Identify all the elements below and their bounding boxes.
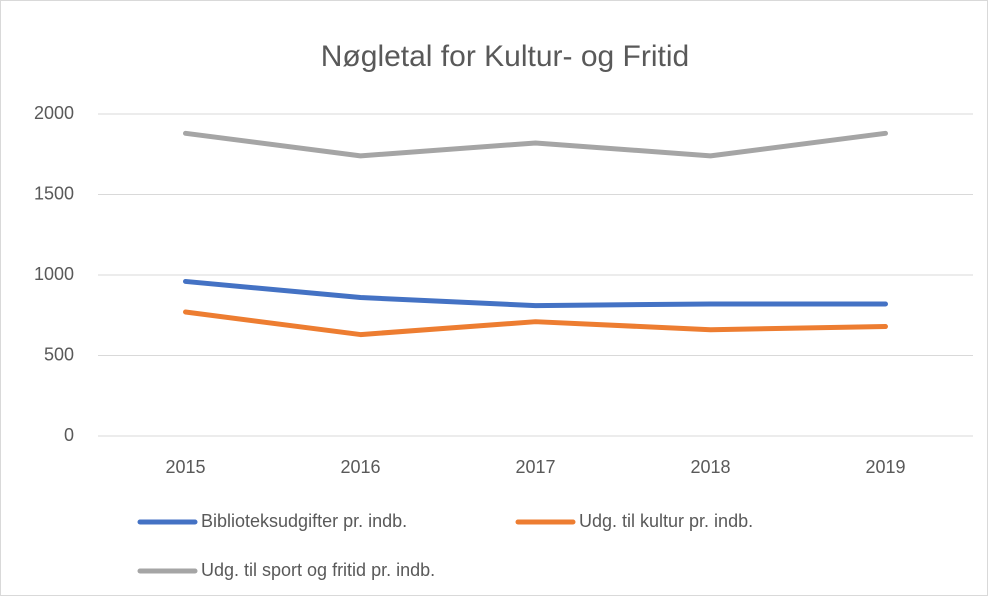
y-tick-label: 1000 — [34, 264, 74, 284]
y-tick-label: 0 — [64, 425, 74, 445]
y-tick-label: 500 — [44, 344, 74, 364]
x-tick-label: 2018 — [690, 457, 730, 477]
legend-label: Biblioteksudgifter pr. indb. — [201, 511, 407, 531]
x-tick-label: 2019 — [865, 457, 905, 477]
y-tick-label: 1500 — [34, 183, 74, 203]
legend-label: Udg. til kultur pr. indb. — [579, 511, 753, 531]
x-tick-label: 2016 — [340, 457, 380, 477]
y-tick-label: 2000 — [34, 103, 74, 123]
x-tick-label: 2015 — [165, 457, 205, 477]
x-tick-label: 2017 — [515, 457, 555, 477]
chart-title: Nøgletal for Kultur- og Fritid — [321, 40, 689, 73]
series-line — [183, 309, 888, 338]
series-line — [183, 130, 888, 159]
legend-label: Udg. til sport og fritid pr. indb. — [201, 560, 435, 580]
series-line — [183, 278, 888, 309]
